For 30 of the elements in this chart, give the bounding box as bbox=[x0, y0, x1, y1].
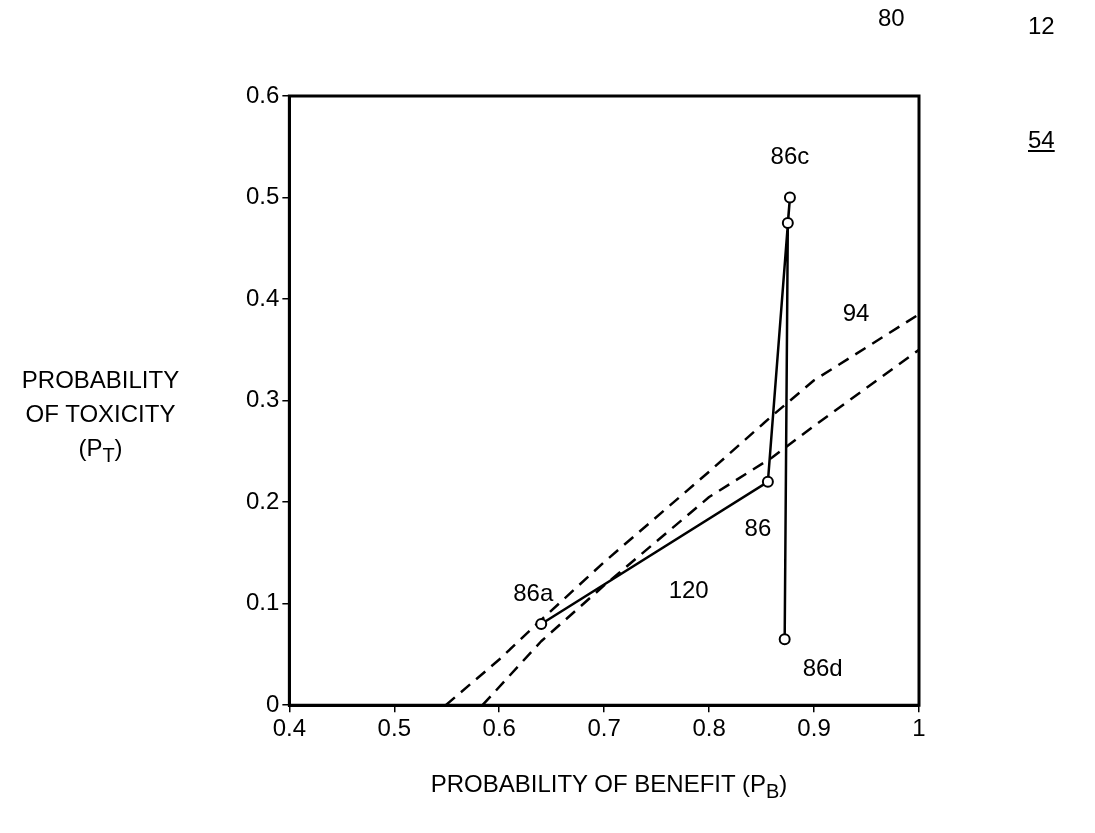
annotation: 120 bbox=[668, 575, 709, 603]
x-tick-label: 0.6 bbox=[482, 714, 516, 742]
x-tick-label: 0.5 bbox=[377, 714, 411, 742]
y-tick-label: 0.4 bbox=[245, 283, 280, 311]
x-tick-label: 0.4 bbox=[272, 714, 307, 742]
y-axis-title: PROBABILITY OF TOXICITY (P$_{T}$) bbox=[20, 365, 181, 468]
point bbox=[535, 617, 548, 630]
y-tick-label: 0.3 bbox=[245, 385, 280, 413]
point bbox=[778, 633, 791, 646]
x-tick-label: 0.7 bbox=[587, 714, 621, 742]
annotation: 86a bbox=[513, 578, 554, 606]
text: 54 bbox=[1028, 126, 1055, 154]
y-tick-label: 0.2 bbox=[245, 486, 280, 514]
x-tick-label: 0.9 bbox=[797, 714, 831, 742]
point bbox=[761, 475, 774, 488]
y-tick-label: 0 bbox=[266, 689, 280, 717]
point bbox=[783, 191, 796, 204]
x-tick-label: 0.8 bbox=[692, 714, 726, 742]
point bbox=[781, 216, 794, 229]
y-tick-label: 0.6 bbox=[245, 80, 280, 108]
annotation: 94 bbox=[842, 298, 870, 326]
y-tick-label: 0.5 bbox=[245, 182, 280, 210]
text: 80 bbox=[878, 4, 905, 32]
y-tick-label: 0.1 bbox=[245, 588, 280, 616]
x-axis-title: PROBABILITY OF BENEFIT (P$_{B}$) bbox=[429, 770, 789, 803]
annotation: 86 bbox=[744, 514, 772, 542]
annotation: 86c bbox=[770, 142, 810, 170]
text: 12 bbox=[1028, 12, 1055, 40]
annotation: 86d bbox=[802, 653, 843, 681]
x-tick-label: 1 bbox=[912, 714, 926, 742]
